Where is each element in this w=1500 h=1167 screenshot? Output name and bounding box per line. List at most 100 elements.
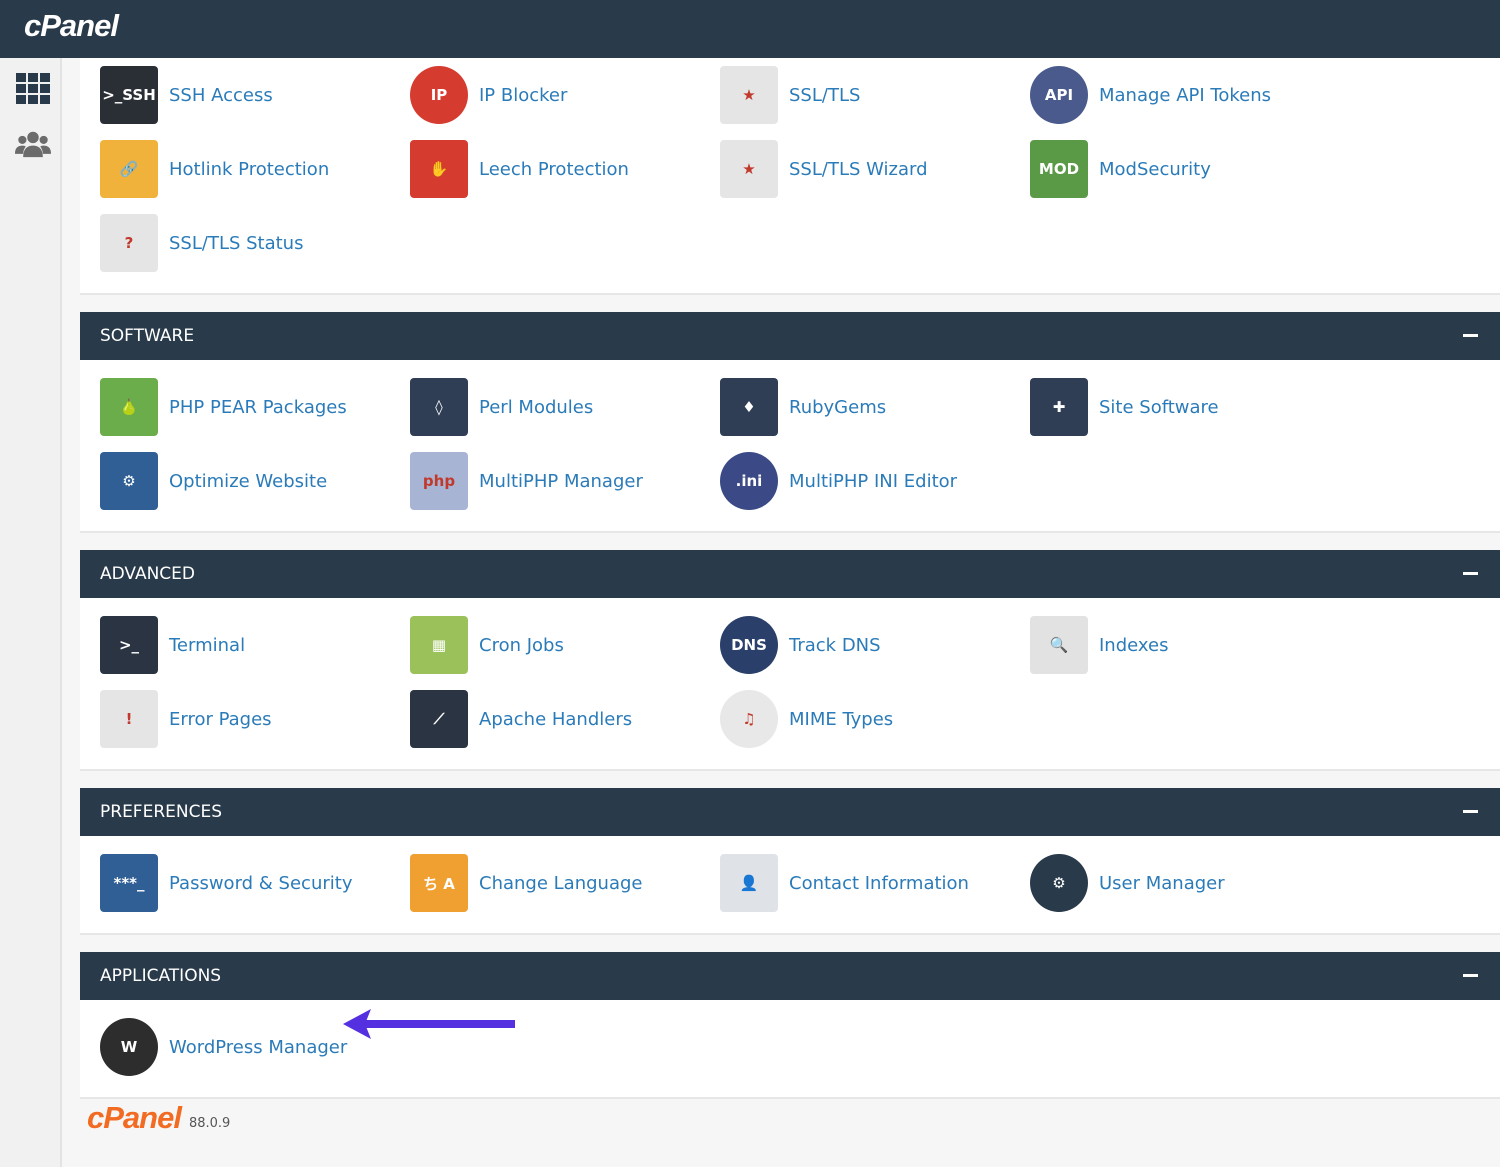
- tool-ssl-tls-wizard[interactable]: ★ SSL/TLS Wizard: [720, 132, 1030, 206]
- tool-rubygems[interactable]: ♦ RubyGems: [720, 370, 1030, 444]
- calendar-clock-icon: ▦: [410, 616, 468, 674]
- collapse-icon[interactable]: [1463, 810, 1478, 813]
- section-header-applications[interactable]: APPLICATIONS: [80, 952, 1500, 1000]
- ssh-icon: >_SSH: [100, 66, 158, 124]
- certificate-icon: ★: [720, 66, 778, 124]
- tool-mime-types[interactable]: ♫ MIME Types: [720, 682, 1030, 756]
- password-icon: ***_: [100, 854, 158, 912]
- section-title: APPLICATIONS: [100, 966, 222, 986]
- item-grid: >_SSH SSH Access IP IP Blocker ★ SSL/TLS API Ma…: [80, 58, 1500, 280]
- tool-label: Change Language: [479, 872, 643, 894]
- puzzle-icon: ✚: [1030, 378, 1088, 436]
- folder-search-icon: 🔍: [1030, 616, 1088, 674]
- users-icon[interactable]: [15, 126, 51, 162]
- php-icon: php: [410, 452, 468, 510]
- annotation-arrow: [343, 1009, 515, 1039]
- tool-label: Manage API Tokens: [1099, 84, 1272, 106]
- tool-label: PHP PEAR Packages: [169, 396, 347, 418]
- tool-label: Optimize Website: [169, 470, 328, 492]
- item-grid: ***_ Password & Security ち A Change Languag…: [80, 846, 1500, 920]
- tool-label: Terminal: [169, 634, 246, 656]
- tool-label: RubyGems: [789, 396, 887, 418]
- tool-ssl-tls[interactable]: ★ SSL/TLS: [720, 58, 1030, 132]
- item-grid: >_ Terminal ▦ Cron Jobs DNS Track DNS 🔍 Indexes…: [80, 608, 1500, 756]
- tool-label: SSH Access: [169, 84, 273, 106]
- tool-leech-protection[interactable]: ✋ Leech Protection: [410, 132, 720, 206]
- tool-php-pear-packages[interactable]: 🍐 PHP PEAR Packages: [100, 370, 410, 444]
- cpanel-logo[interactable]: cPanel: [24, 8, 119, 43]
- item-grid: W WordPress Manager: [80, 1010, 1500, 1084]
- version-label: 88.0.9: [188, 1116, 231, 1131]
- tool-label: Password & Security: [169, 872, 353, 894]
- main-content: >_SSH SSH Access IP IP Blocker ★ SSL/TLS API Ma…: [80, 58, 1500, 1099]
- perl-icon: ◊: [410, 378, 468, 436]
- tool-password-security[interactable]: ***_ Password & Security: [100, 846, 410, 920]
- collapse-icon[interactable]: [1463, 974, 1478, 977]
- tool-label: Contact Information: [789, 872, 969, 894]
- section-header-preferences[interactable]: PREFERENCES: [80, 788, 1500, 836]
- tool-label: IP Blocker: [479, 84, 568, 106]
- mime-icon: ♫: [720, 690, 778, 748]
- tool-label: ModSecurity: [1099, 158, 1211, 180]
- hand-stop-icon: ✋: [410, 140, 468, 198]
- tool-change-language[interactable]: ち A Change Language: [410, 846, 720, 920]
- error-page-icon: !: [100, 690, 158, 748]
- tool-user-manager[interactable]: ⚙ User Manager: [1030, 846, 1340, 920]
- tool-manage-api-tokens[interactable]: API Manage API Tokens: [1030, 58, 1340, 132]
- tool-optimize-website[interactable]: ⚙ Optimize Website: [100, 444, 410, 518]
- ruby-icon: ♦: [720, 378, 778, 436]
- tool-label: Indexes: [1099, 634, 1169, 656]
- certificate-wizard-icon: ★: [720, 140, 778, 198]
- tool-label: Site Software: [1099, 396, 1219, 418]
- tool-label: Track DNS: [789, 634, 881, 656]
- tool-label: Leech Protection: [479, 158, 629, 180]
- section-title: PREFERENCES: [100, 802, 222, 822]
- tool-multiphp-ini-editor[interactable]: .ini MultiPHP INI Editor: [720, 444, 1030, 518]
- grid-icon[interactable]: [15, 70, 51, 106]
- section-security: >_SSH SSH Access IP IP Blocker ★ SSL/TLS API Ma…: [80, 58, 1500, 295]
- tool-label: Perl Modules: [479, 396, 594, 418]
- section-title: SOFTWARE: [100, 326, 195, 346]
- tool-ssh-access[interactable]: >_SSH SSH Access: [100, 58, 410, 132]
- tool-multiphp-manager[interactable]: php MultiPHP Manager: [410, 444, 720, 518]
- pear-icon: 🍐: [100, 378, 158, 436]
- collapse-icon[interactable]: [1463, 572, 1478, 575]
- footer-cpanel-logo: cPanel: [87, 1100, 182, 1135]
- section-software: 🍐 PHP PEAR Packages ◊ Perl Modules ♦ RubyGems…: [80, 360, 1500, 533]
- tool-label: MIME Types: [789, 708, 894, 730]
- tool-perl-modules[interactable]: ◊ Perl Modules: [410, 370, 720, 444]
- tool-label: SSL/TLS: [789, 84, 861, 106]
- tool-modsecurity[interactable]: MOD ModSecurity: [1030, 132, 1340, 206]
- language-icon: ち A: [410, 854, 468, 912]
- tool-hotlink-protection[interactable]: 🔗 Hotlink Protection: [100, 132, 410, 206]
- tool-indexes[interactable]: 🔍 Indexes: [1030, 608, 1340, 682]
- tool-ip-blocker[interactable]: IP IP Blocker: [410, 58, 720, 132]
- apache-icon: ⟋: [410, 690, 468, 748]
- tool-terminal[interactable]: >_ Terminal: [100, 608, 410, 682]
- contact-card-icon: 👤: [720, 854, 778, 912]
- tool-track-dns[interactable]: DNS Track DNS: [720, 608, 1030, 682]
- tool-label: Error Pages: [169, 708, 272, 730]
- tool-contact-information[interactable]: 👤 Contact Information: [720, 846, 1030, 920]
- certificate-status-icon: ?: [100, 214, 158, 272]
- tool-apache-handlers[interactable]: ⟋ Apache Handlers: [410, 682, 720, 756]
- tool-label: Apache Handlers: [479, 708, 633, 730]
- tool-site-software[interactable]: ✚ Site Software: [1030, 370, 1340, 444]
- section-applications: W WordPress Manager: [80, 1000, 1500, 1099]
- dns-pin-icon: DNS: [720, 616, 778, 674]
- tool-cron-jobs[interactable]: ▦ Cron Jobs: [410, 608, 720, 682]
- section-header-software[interactable]: SOFTWARE: [80, 312, 1500, 360]
- collapse-icon[interactable]: [1463, 334, 1478, 337]
- tool-label: WordPress Manager: [169, 1036, 348, 1058]
- tool-label: Hotlink Protection: [169, 158, 330, 180]
- tool-error-pages[interactable]: ! Error Pages: [100, 682, 410, 756]
- section-advanced: >_ Terminal ▦ Cron Jobs DNS Track DNS 🔍 Indexes…: [80, 598, 1500, 771]
- item-grid: 🍐 PHP PEAR Packages ◊ Perl Modules ♦ RubyGems…: [80, 370, 1500, 518]
- tool-wordpress-manager[interactable]: W WordPress Manager: [100, 1010, 410, 1084]
- optimize-icon: ⚙: [100, 452, 158, 510]
- section-header-advanced[interactable]: ADVANCED: [80, 550, 1500, 598]
- tool-ssl-tls-status[interactable]: ? SSL/TLS Status: [100, 206, 410, 280]
- section-preferences: ***_ Password & Security ち A Change Languag…: [80, 836, 1500, 935]
- tool-label: Cron Jobs: [479, 634, 564, 656]
- tool-label: SSL/TLS Wizard: [789, 158, 928, 180]
